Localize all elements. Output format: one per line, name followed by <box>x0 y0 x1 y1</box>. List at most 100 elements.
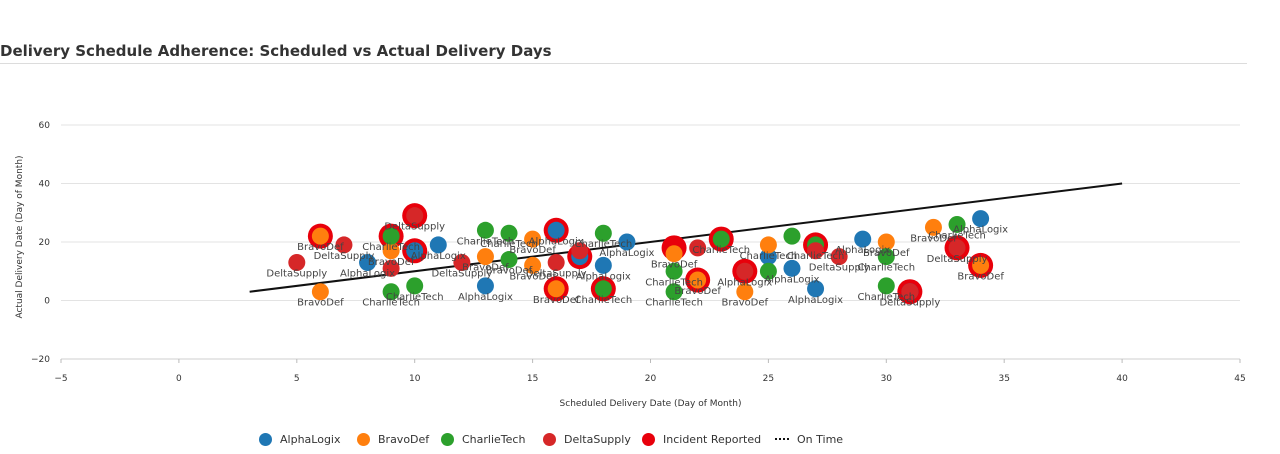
point-label: AlphaLogix <box>340 268 395 279</box>
point-label: AlphaLogix <box>835 245 890 256</box>
point-charlietech <box>594 280 612 298</box>
point-label: BravoDef <box>722 298 769 309</box>
x-tick-label: 25 <box>763 374 774 384</box>
point-label: CharlieTech <box>857 263 915 274</box>
legend-item-deltasupply[interactable]: DeltaSupply <box>543 430 631 448</box>
dot-swatch-icon <box>357 432 370 446</box>
point-charlietech <box>500 251 518 269</box>
point-bravodef <box>547 280 565 298</box>
legend-label: DeltaSupply <box>564 432 631 446</box>
point-charlietech <box>877 248 895 266</box>
legend-item-charlietech[interactable]: CharlieTech <box>441 430 525 448</box>
point-charlietech <box>382 283 400 301</box>
point-label: AlphaLogix <box>411 251 466 262</box>
x-tick-label: −5 <box>54 374 67 384</box>
point-alphalogix <box>854 230 872 248</box>
data-points <box>288 203 994 305</box>
x-tick-label: 15 <box>527 374 538 384</box>
y-tick-label: 40 <box>39 180 51 190</box>
point-label: BravoDef <box>651 260 698 271</box>
x-tick-label: 30 <box>881 374 893 384</box>
point-charlietech <box>712 230 730 248</box>
chart-legend: AlphaLogix BravoDef CharlieTech DeltaSupply… <box>0 430 1280 448</box>
point-charlietech <box>406 277 424 295</box>
point-bravodef <box>524 256 542 274</box>
point-alphalogix <box>476 277 494 295</box>
x-tick-label: 35 <box>998 374 1009 384</box>
point-bravodef <box>476 248 494 266</box>
point-alphalogix <box>429 236 447 254</box>
point-label: DeltaSupply <box>927 254 988 265</box>
point-label: BravoDef <box>297 298 344 309</box>
x-axis-title: Scheduled Delivery Date (Day of Month) <box>560 399 742 409</box>
point-label: DeltaSupply <box>431 268 492 279</box>
point-alphalogix <box>406 242 424 260</box>
point-label: CharlieTech <box>575 295 633 306</box>
point-label: CharlieTech <box>928 230 986 241</box>
point-deltasupply <box>901 283 919 301</box>
point-deltasupply <box>830 248 848 266</box>
point-label: BravoDef <box>674 286 721 297</box>
y-tick-label: −20 <box>31 355 50 365</box>
line-swatch-icon <box>775 438 789 440</box>
chart-title: Delivery Schedule Adherence: Scheduled v… <box>0 42 552 60</box>
point-charlietech <box>948 215 966 233</box>
legend-label: BravoDef <box>378 432 430 446</box>
point-alphalogix <box>783 259 801 277</box>
point-label: CharlieTech <box>575 239 633 250</box>
point-label: BravoDef <box>486 266 533 277</box>
point-deltasupply <box>571 242 589 260</box>
point-label: DeltaSupply <box>526 268 587 279</box>
point-charlietech <box>877 277 895 295</box>
point-label: CharlieTech <box>692 245 750 256</box>
point-bravodef <box>665 245 683 263</box>
point-label: CharlieTech <box>480 239 538 250</box>
point-label: DeltaSupply <box>314 251 375 262</box>
point-label: BravoDef <box>462 263 509 274</box>
point-label: CharlieTech <box>740 251 798 262</box>
point-deltasupply <box>406 207 424 225</box>
point-label: DeltaSupply <box>266 268 327 279</box>
point-alphalogix <box>759 248 777 266</box>
legend-item-bravodef[interactable]: BravoDef <box>357 430 429 448</box>
point-deltasupply <box>335 236 353 254</box>
point-charlietech <box>665 283 683 301</box>
point-bravodef <box>972 256 990 274</box>
point-label: AlphaLogix <box>458 292 513 303</box>
point-bravodef <box>689 271 707 289</box>
scatter-chart: −5 0 5 10 15 20 25 30 35 40 45 −20 0 20 40 60 AlphaLog… <box>15 121 1246 409</box>
legend-label: AlphaLogix <box>280 432 341 446</box>
legend-item-alphalogix[interactable]: AlphaLogix <box>259 430 341 448</box>
point-label: BravoDef <box>910 233 957 244</box>
y-tick-label: 60 <box>39 121 51 131</box>
point-label: CharlieTech <box>645 298 703 309</box>
point-deltasupply <box>453 253 471 271</box>
legend-item-on-time[interactable]: On Time <box>775 430 843 448</box>
point-deltasupply <box>382 259 400 277</box>
point-charlietech <box>594 224 612 242</box>
legend-item-incident-reported[interactable]: Incident Reported <box>642 430 761 448</box>
point-label: CharlieTech <box>386 292 444 303</box>
point-label: AlphaLogix <box>576 271 631 282</box>
x-axis-ticks: −5 0 5 10 15 20 25 30 35 40 45 <box>54 359 1246 384</box>
point-label: AlphaLogix <box>529 236 584 247</box>
point-label: BravoDef <box>533 295 580 306</box>
point-label: BravoDef <box>509 245 556 256</box>
point-labels: AlphaLogixCharlieTechBravoDefDeltaSupply… <box>266 222 1008 309</box>
point-label: DeltaSupply <box>384 222 445 233</box>
point-label: AlphaLogix <box>599 248 654 259</box>
point-label: CharlieTech <box>787 251 845 262</box>
y-tick-label: 20 <box>39 238 51 248</box>
point-bravodef <box>382 242 400 260</box>
dot-swatch-icon <box>441 432 454 446</box>
legend-label: On Time <box>797 432 844 446</box>
point-deltasupply <box>689 239 707 257</box>
point-label: CharlieTech <box>457 236 515 247</box>
point-charlietech <box>783 227 801 245</box>
title-divider <box>0 63 1247 64</box>
point-label: BravoDef <box>957 271 1004 282</box>
point-bravodef <box>924 218 942 236</box>
point-label: CharlieTech <box>857 292 915 303</box>
point-label: BravoDef <box>863 248 910 259</box>
dot-swatch-icon <box>543 432 556 446</box>
